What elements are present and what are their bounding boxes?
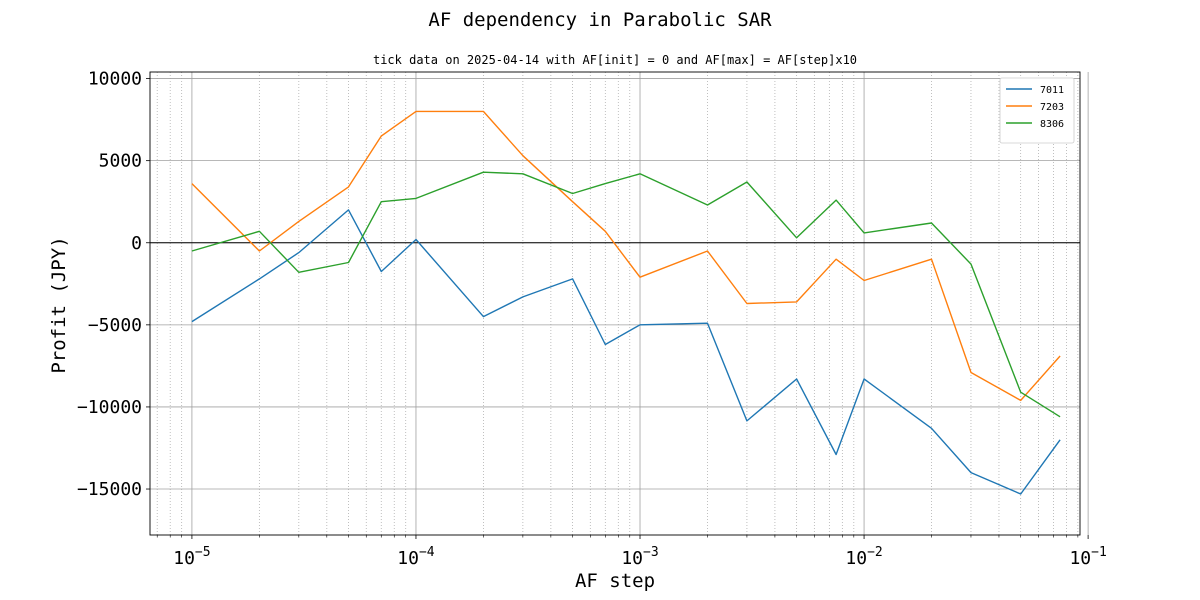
legend: 7011 7203 8306	[999, 77, 1075, 144]
series-line-8306	[191, 171, 1061, 418]
plot-frame	[149, 71, 1081, 536]
y-tick-label: 0	[131, 233, 142, 254]
series-line-7203	[191, 110, 1061, 402]
axes-layer	[146, 71, 1089, 539]
legend-label-7011: 7011	[1040, 85, 1064, 96]
tick-labels: 10−5 10−4 10−3 10−2 10−1 10000 5000 0 −5000 −1000…	[77, 69, 1107, 569]
x-axis-label: AF step	[575, 570, 655, 592]
chart-subtitle: tick data on 2025-04-14 with AF[init] = …	[373, 53, 857, 67]
y-tick-label: 10000	[88, 69, 142, 90]
series-line-7011	[191, 209, 1061, 495]
x-tick-label: 10−4	[397, 545, 435, 569]
series-layer	[191, 110, 1061, 495]
legend-box	[999, 77, 1075, 144]
y-axis-label: Profit (JPY)	[48, 236, 70, 373]
y-tick-label: −5000	[88, 315, 142, 336]
y-tick-label: −10000	[77, 397, 142, 418]
x-tick-label: 10−5	[173, 545, 210, 569]
y-tick-label: −15000	[77, 479, 142, 500]
grid-layer	[150, 72, 1089, 535]
x-tick-label: 10−3	[621, 545, 658, 569]
legend-label-7203: 7203	[1040, 102, 1064, 113]
x-tick-label: 10−1	[1069, 545, 1106, 569]
legend-label-8306: 8306	[1040, 119, 1064, 130]
x-tick-label: 10−2	[845, 545, 882, 569]
chart-title: AF dependency in Parabolic SAR	[428, 9, 772, 31]
y-tick-label: 5000	[99, 151, 142, 172]
